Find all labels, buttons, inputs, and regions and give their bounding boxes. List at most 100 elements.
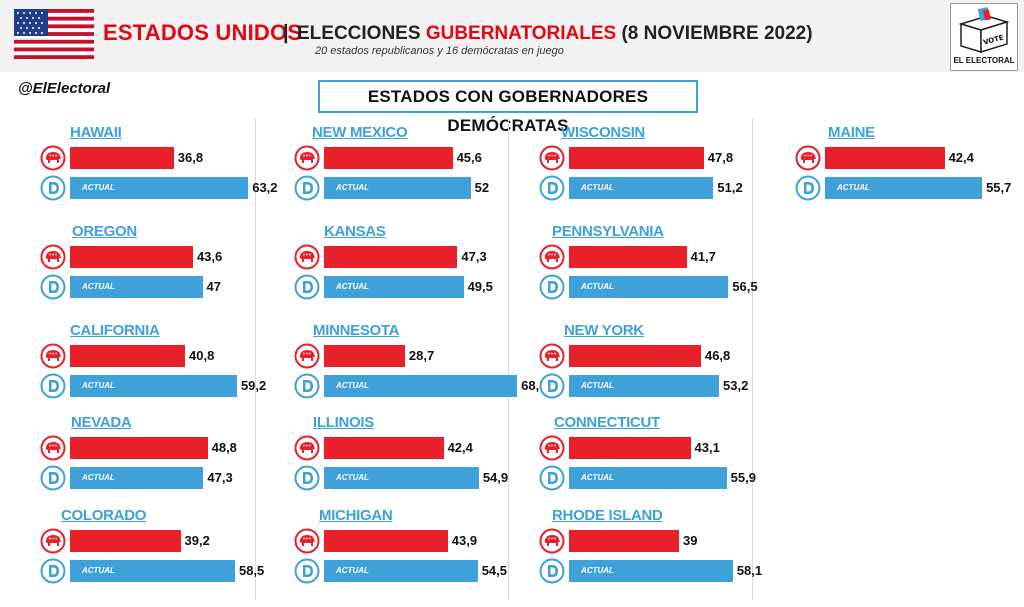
title-suffix: (8 NOVIEMBRE 2022) (616, 23, 813, 44)
democrat-bar: ACTUAL (324, 560, 478, 582)
republican-row: 39 (539, 528, 789, 554)
incumbent-tag: ACTUAL (581, 566, 614, 575)
state-name-label: CALIFORNIA (70, 322, 160, 339)
incumbent-tag: ACTUAL (581, 183, 614, 192)
democrat-value-label: 55,7 (986, 180, 1012, 195)
democrat-bar: ACTUAL (569, 467, 727, 489)
logo-text: EL ELECTORAL (953, 56, 1015, 65)
state-block: MAINE 42,4 ACTUAL 55,7 (795, 124, 1024, 208)
republican-elephant-icon (294, 528, 320, 554)
state-name-label: CONNECTICUT (554, 414, 660, 431)
democrat-d-icon (294, 274, 320, 300)
democrat-bar: ACTUAL (70, 467, 204, 489)
democrat-d-icon (539, 373, 565, 399)
democrat-value-label: 56,5 (732, 279, 758, 294)
republican-bar (324, 147, 453, 169)
column-divider (255, 118, 256, 600)
republican-elephant-icon (294, 435, 320, 461)
state-name-label: ILLINOIS (313, 414, 374, 431)
democrat-value-label: 54,9 (482, 470, 509, 485)
state-block: KANSAS 47,3 ACTUAL 49,5 (294, 223, 544, 307)
democrat-row: ACTUAL 59,2 (40, 373, 290, 399)
republican-value-label: 42,4 (948, 150, 974, 165)
title-country: ESTADOS UNIDOS (103, 20, 303, 45)
democrat-value-label: 53,2 (723, 378, 749, 393)
democrat-d-icon (539, 558, 565, 584)
republican-value-label: 39 (682, 533, 698, 548)
democrat-row: ACTUAL 54,5 (294, 558, 544, 584)
republican-value-label: 45,6 (456, 150, 482, 165)
republican-value-label: 42,4 (447, 440, 473, 455)
incumbent-tag: ACTUAL (82, 381, 115, 390)
republican-value-label: 41,7 (690, 249, 716, 264)
republican-value-label: 40,8 (189, 348, 215, 363)
republican-row: 41,7 (539, 244, 789, 270)
state-name-label: COLORADO (61, 507, 147, 524)
republican-value-label: 43,9 (451, 533, 478, 548)
republican-bar (324, 246, 458, 268)
democrat-bar: ACTUAL (70, 177, 249, 199)
democrat-bar: ACTUAL (70, 375, 237, 397)
republican-row: 28,7 (294, 343, 544, 369)
incumbent-tag: ACTUAL (82, 183, 115, 192)
democrat-d-icon (539, 274, 565, 300)
democrat-bar: ACTUAL (70, 560, 235, 582)
democrat-row: ACTUAL 53,2 (539, 373, 789, 399)
democrat-row: ACTUAL 58,5 (40, 558, 290, 584)
republican-row: 42,4 (294, 435, 544, 461)
democrat-bar: ACTUAL (70, 276, 203, 298)
column-divider (752, 118, 753, 600)
republican-row: 43,6 (40, 244, 290, 270)
state-name-label: NEW YORK (564, 322, 644, 339)
democrat-bar: ACTUAL (324, 276, 464, 298)
democrat-value-label: 52 (474, 180, 490, 195)
republican-row: 43,9 (294, 528, 544, 554)
democrat-row: ACTUAL 51,2 (539, 175, 789, 201)
el-electoral-logo: VOTE EL ELECTORAL (950, 3, 1018, 71)
state-block: MINNESOTA 28,7 ACTUAL 68,5 (294, 322, 546, 406)
democrat-value-label: 58,5 (238, 563, 265, 578)
republican-elephant-icon (40, 244, 66, 270)
democrat-d-icon (40, 274, 66, 300)
democrat-row: ACTUAL 63,2 (40, 175, 290, 201)
republican-elephant-icon (40, 343, 66, 369)
state-name-label: MINNESOTA (313, 322, 400, 339)
incumbent-tag: ACTUAL (336, 566, 369, 575)
state-block: COLORADO 39,2 ACTUAL 58,5 (40, 507, 290, 591)
democrat-bar: ACTUAL (825, 177, 983, 199)
republican-bar (70, 345, 186, 367)
state-name-label: MICHIGAN (319, 507, 393, 524)
republican-bar (569, 147, 704, 169)
democrat-d-icon (795, 175, 821, 201)
republican-elephant-icon (294, 145, 320, 171)
title-separator: | (283, 22, 289, 44)
democrat-row: ACTUAL 55,7 (795, 175, 1024, 201)
democrat-row: ACTUAL 47,3 (40, 465, 290, 491)
republican-bar (324, 530, 448, 552)
state-block: OREGON 43,6 ACTUAL 47 (40, 223, 290, 307)
democrat-value-label: 59,2 (240, 378, 267, 393)
republican-row: 42,4 (795, 145, 1024, 171)
incumbent-tag: ACTUAL (82, 473, 115, 482)
republican-bar (324, 437, 444, 459)
republican-bar (70, 437, 208, 459)
ballot-box-icon: VOTE (958, 7, 1010, 54)
republican-elephant-icon (539, 244, 565, 270)
header-bar: ESTADOS UNIDOS | ELECCIONES GUBERNATORIA… (0, 0, 1024, 72)
republican-bar (70, 147, 174, 169)
republican-value-label: 39,2 (184, 533, 210, 548)
state-name-label: NEVADA (71, 414, 132, 431)
republican-row: 47,3 (294, 244, 544, 270)
democrat-bar: ACTUAL (324, 177, 471, 199)
state-name-label: OREGON (72, 223, 137, 240)
republican-bar (825, 147, 945, 169)
democrat-value-label: 58,1 (736, 563, 763, 578)
us-flag-icon (14, 9, 94, 59)
democrat-value-label: 54,5 (481, 563, 507, 578)
republican-row: 40,8 (40, 343, 290, 369)
republican-row: 45,6 (294, 145, 544, 171)
republican-elephant-icon (539, 145, 565, 171)
republican-bar (70, 530, 181, 552)
republican-elephant-icon (539, 435, 565, 461)
incumbent-tag: ACTUAL (581, 282, 614, 291)
